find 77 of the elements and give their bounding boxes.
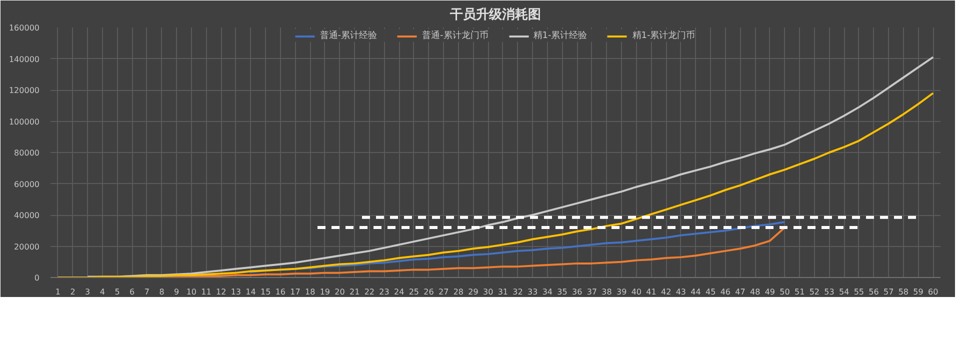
x-tick-label: 34 xyxy=(542,288,553,296)
x-tick-label: 51 xyxy=(794,288,805,296)
x-tick-label: 40 xyxy=(631,288,642,296)
x-tick-label: 53 xyxy=(824,288,834,296)
x-tick-label: 13 xyxy=(230,288,242,296)
y-tick-label: 60000 xyxy=(14,180,40,189)
x-tick-label: 23 xyxy=(379,288,390,296)
x-tick-label: 12 xyxy=(216,288,226,296)
x-tick-label: 36 xyxy=(572,288,582,296)
x-tick-label: 33 xyxy=(527,288,538,296)
x-tick-label: 49 xyxy=(764,288,776,296)
x-tick-label: 43 xyxy=(676,288,686,296)
x-tick-label: 39 xyxy=(616,288,627,296)
x-tick-label: 10 xyxy=(186,288,197,296)
x-tick-label: 15 xyxy=(260,288,271,296)
x-tick-label: 32 xyxy=(512,288,523,296)
legend-label: 精1-累计龙门币 xyxy=(632,30,696,42)
y-tick-label: 20000 xyxy=(14,242,40,252)
x-tick-label: 54 xyxy=(838,288,850,296)
x-tick-label: 56 xyxy=(868,288,879,296)
x-tick-label: 11 xyxy=(201,288,212,296)
line-series xyxy=(56,92,934,278)
line-series xyxy=(250,221,786,274)
x-tick-label: 28 xyxy=(453,288,464,296)
y-tick-label: 100000 xyxy=(8,117,40,126)
y-tick-label: 120000 xyxy=(8,86,40,95)
x-tick-label: 50 xyxy=(780,288,790,296)
x-tick-label: 29 xyxy=(468,288,478,296)
x-tick-label: 27 xyxy=(438,288,449,296)
x-tick-label: 14 xyxy=(246,288,256,296)
legend-label: 普通-累计经验 xyxy=(320,29,378,42)
y-tick-label: 0 xyxy=(34,274,40,282)
x-tick-label: 22 xyxy=(364,288,375,296)
x-tick-label: 21 xyxy=(349,288,360,296)
x-tick-label: 7 xyxy=(144,288,150,296)
x-tick-label: 17 xyxy=(290,288,300,296)
x-tick-label: 18 xyxy=(304,288,316,296)
y-tick-label: 40000 xyxy=(14,211,40,220)
x-tick-label: 37 xyxy=(586,288,598,296)
x-tick-label: 47 xyxy=(735,288,746,296)
x-tick-label: 19 xyxy=(320,288,330,296)
x-tick-label: 45 xyxy=(705,288,716,296)
x-tick-label: 46 xyxy=(720,288,731,296)
x-tick-label: 60 xyxy=(928,288,938,296)
legend-label: 精1-累计经验 xyxy=(533,30,588,42)
chart-title: 干员升级消耗图 xyxy=(449,6,541,22)
x-tick-label: 16 xyxy=(275,288,286,296)
x-tick-label: 52 xyxy=(809,288,820,296)
line-series xyxy=(86,56,934,278)
x-tick-label: 48 xyxy=(750,288,760,296)
x-tick-label: 1 xyxy=(55,288,60,296)
y-tick-label: 160000 xyxy=(8,24,40,32)
x-tick-label: 35 xyxy=(557,288,568,296)
x-tick-label: 8 xyxy=(159,288,164,296)
x-tick-label: 58 xyxy=(898,288,909,296)
x-tick-label: 57 xyxy=(883,288,894,296)
y-tick-label: 80000 xyxy=(14,148,40,158)
x-tick-label: 25 xyxy=(408,288,420,296)
x-tick-label: 42 xyxy=(660,288,672,296)
x-tick-label: 2 xyxy=(70,288,76,296)
x-tick-label: 3 xyxy=(85,288,90,296)
x-tick-label: 38 xyxy=(602,288,612,296)
x-tick-label: 20 xyxy=(334,288,345,296)
x-tick-label: 55 xyxy=(854,288,864,296)
x-tick-label: 24 xyxy=(394,288,404,296)
x-tick-label: 41 xyxy=(646,288,656,296)
x-tick-label: 31 xyxy=(498,288,508,296)
x-tick-label: 26 xyxy=(424,288,434,296)
y-tick-label: 140000 xyxy=(8,54,40,64)
x-tick-label: 5 xyxy=(114,288,120,296)
legend-label: 普通-累计龙门币 xyxy=(422,29,488,42)
x-tick-label: 59 xyxy=(913,288,924,296)
x-tick-label: 44 xyxy=(690,288,701,296)
x-tick-label: 30 xyxy=(482,288,494,296)
x-tick-label: 9 xyxy=(174,288,180,296)
x-tick-label: 6 xyxy=(130,288,135,296)
x-tick-label: 4 xyxy=(100,288,105,296)
